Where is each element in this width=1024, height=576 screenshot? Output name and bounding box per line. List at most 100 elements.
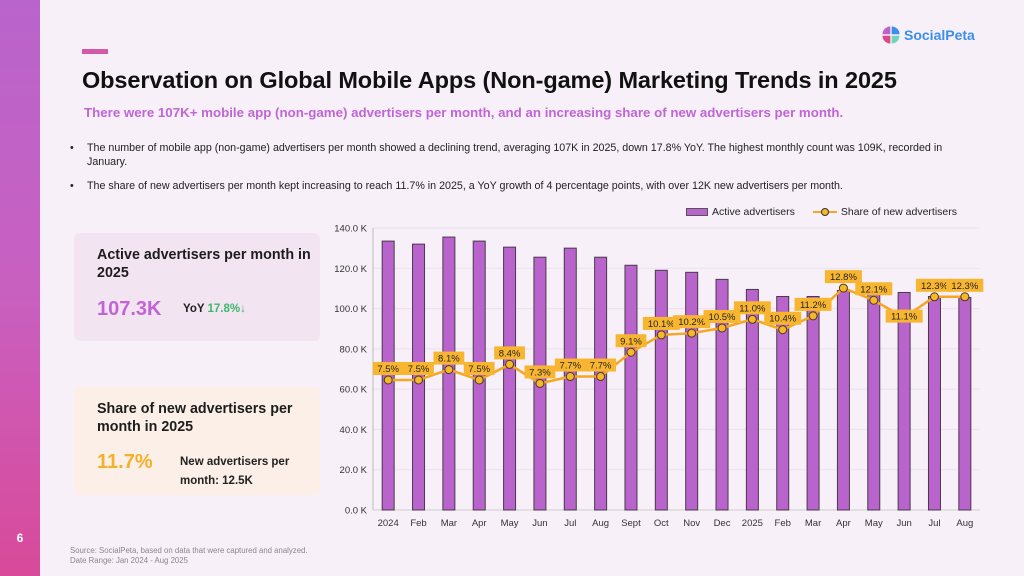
yoy-change: YoY 17.8%↓ — [183, 303, 246, 315]
data-label-bg — [915, 278, 953, 292]
data-label-text: 7.5% — [408, 364, 430, 375]
source-text: Source: SocialPeta, based on data that w… — [70, 546, 308, 555]
data-label-text: 8.4% — [499, 348, 521, 359]
line-point — [960, 292, 970, 302]
data-label: 9.1% — [615, 334, 647, 348]
data-label-bg — [524, 365, 556, 379]
brand-logo: SocialPeta — [882, 26, 975, 44]
data-label: 12.8% — [824, 270, 862, 284]
data-label-bg — [764, 311, 802, 325]
x-tick-label: Mar — [805, 518, 821, 529]
x-tick-label: Sept — [621, 518, 641, 529]
data-label-text: 8.1% — [438, 354, 460, 365]
data-label: 11.1% — [885, 309, 923, 323]
x-tick-label: 2024 — [378, 518, 399, 529]
line-point — [505, 359, 515, 369]
bar — [867, 291, 881, 511]
data-label-bg — [433, 351, 465, 365]
bar — [958, 296, 972, 511]
x-tick-label: Aug — [956, 518, 973, 529]
data-label-bg — [855, 282, 893, 296]
x-tick-label: Jul — [564, 518, 576, 529]
line-point — [383, 375, 393, 385]
x-axis-ticks: 2024 Feb Mar Apr May Jun Jul Aug Sept Oct Nov Dec 20… — [378, 518, 974, 529]
y-tick-label: 0.0 K — [345, 506, 368, 517]
legend-label-share: Share of new advertisers — [840, 206, 958, 218]
data-label: 12.3% — [946, 278, 984, 292]
data-label-text: 10.2% — [678, 317, 705, 328]
bar — [503, 246, 517, 511]
data-label-text: 12.1% — [860, 284, 887, 295]
bar — [745, 288, 759, 511]
data-label-bg — [824, 270, 862, 284]
footer-source: Source: SocialPeta, based on data that w… — [70, 546, 308, 566]
combo-chart: 0.0 K 20.0 K 40.0 K 60.0 K 80.0 K 100.0 K 120.… — [334, 224, 984, 529]
x-tick-label: 2025 — [742, 518, 763, 529]
data-label: 7.5% — [463, 361, 495, 375]
line-series — [383, 283, 970, 388]
data-label-text: 9.1% — [620, 336, 642, 347]
sidebar-accent-bar — [0, 0, 40, 576]
bullet-list: • The number of mobile app (non-game) adv… — [70, 142, 970, 205]
bullet-text: The number of mobile app (non-game) adve… — [87, 142, 943, 168]
x-tick-label: Oct — [654, 518, 669, 529]
logo-text: SocialPeta — [904, 27, 975, 43]
card-title: Share of new advertisers per month in 20… — [97, 401, 293, 435]
data-label-bg — [554, 358, 586, 372]
data-label-bg — [642, 316, 680, 330]
y-tick-label: 80.0 K — [340, 344, 368, 355]
data-label: 7.7% — [585, 358, 617, 372]
line-point — [626, 347, 636, 357]
x-tick-label: Jul — [928, 518, 940, 529]
data-label-text: 10.1% — [648, 319, 675, 330]
line-point — [444, 365, 454, 375]
data-label-bg — [946, 278, 984, 292]
y-tick-label: 100.0 K — [334, 304, 367, 315]
share-new-advertisers-card: Share of new advertisers per month in 20… — [74, 387, 320, 495]
line-point — [717, 323, 727, 333]
share-line — [388, 286, 965, 385]
data-label: 12.3% — [915, 278, 953, 292]
line-point — [414, 375, 424, 385]
line-point — [778, 325, 788, 335]
data-label-text: 7.7% — [559, 361, 581, 372]
y-tick-label: 140.0 K — [334, 224, 367, 235]
card-title: Active advertisers per month in 2025 — [97, 247, 311, 281]
bullet-item: • The share of new advertisers per month … — [70, 180, 970, 194]
y-tick-label: 120.0 K — [334, 264, 367, 275]
data-label-bg — [403, 361, 434, 375]
data-label-bg — [372, 361, 404, 375]
bar — [715, 278, 729, 511]
line-point — [808, 311, 818, 321]
line-point — [929, 292, 939, 302]
data-label-text: 12.3% — [921, 281, 948, 292]
x-tick-label: Feb — [775, 518, 791, 529]
x-tick-label: Aug — [592, 518, 609, 529]
legend-bar-swatch-icon — [686, 208, 708, 216]
data-label-bg — [494, 346, 525, 360]
line-point — [535, 378, 545, 388]
data-label-text: 7.5% — [377, 364, 399, 375]
data-label-bg — [794, 297, 832, 311]
x-tick-label: Nov — [683, 518, 700, 529]
page-subtitle: There were 107K+ mobile app (non-game) a… — [84, 105, 844, 120]
data-label-text: 12.8% — [830, 272, 857, 283]
data-label-bg — [585, 358, 617, 372]
data-label-text: 10.5% — [709, 312, 736, 323]
x-tick-label: Jun — [896, 518, 911, 529]
data-label: 7.3% — [524, 365, 556, 379]
y-tick-label: 40.0 K — [340, 425, 368, 436]
chart-legend: Active advertisers Share of new advertis… — [686, 206, 957, 218]
date-range-text: Date Range: Jan 2024 - Aug 2025 — [70, 556, 188, 565]
data-label-text: 7.5% — [468, 364, 490, 375]
bullet-item: • The number of mobile app (non-game) adv… — [70, 142, 970, 169]
legend-line-marker-icon — [812, 207, 837, 217]
pie-quadrant-logo-icon — [882, 26, 900, 44]
active-advertisers-card: Active advertisers per month in 2025 107… — [74, 233, 320, 341]
data-label-bg — [463, 361, 495, 375]
data-label-text: 11.2% — [800, 300, 827, 311]
data-label-bg — [885, 309, 923, 323]
y-tick-label: 60.0 K — [340, 385, 368, 396]
x-tick-label: Apr — [472, 518, 487, 529]
page-title: Observation on Global Mobile Apps (Non-g… — [82, 67, 897, 93]
